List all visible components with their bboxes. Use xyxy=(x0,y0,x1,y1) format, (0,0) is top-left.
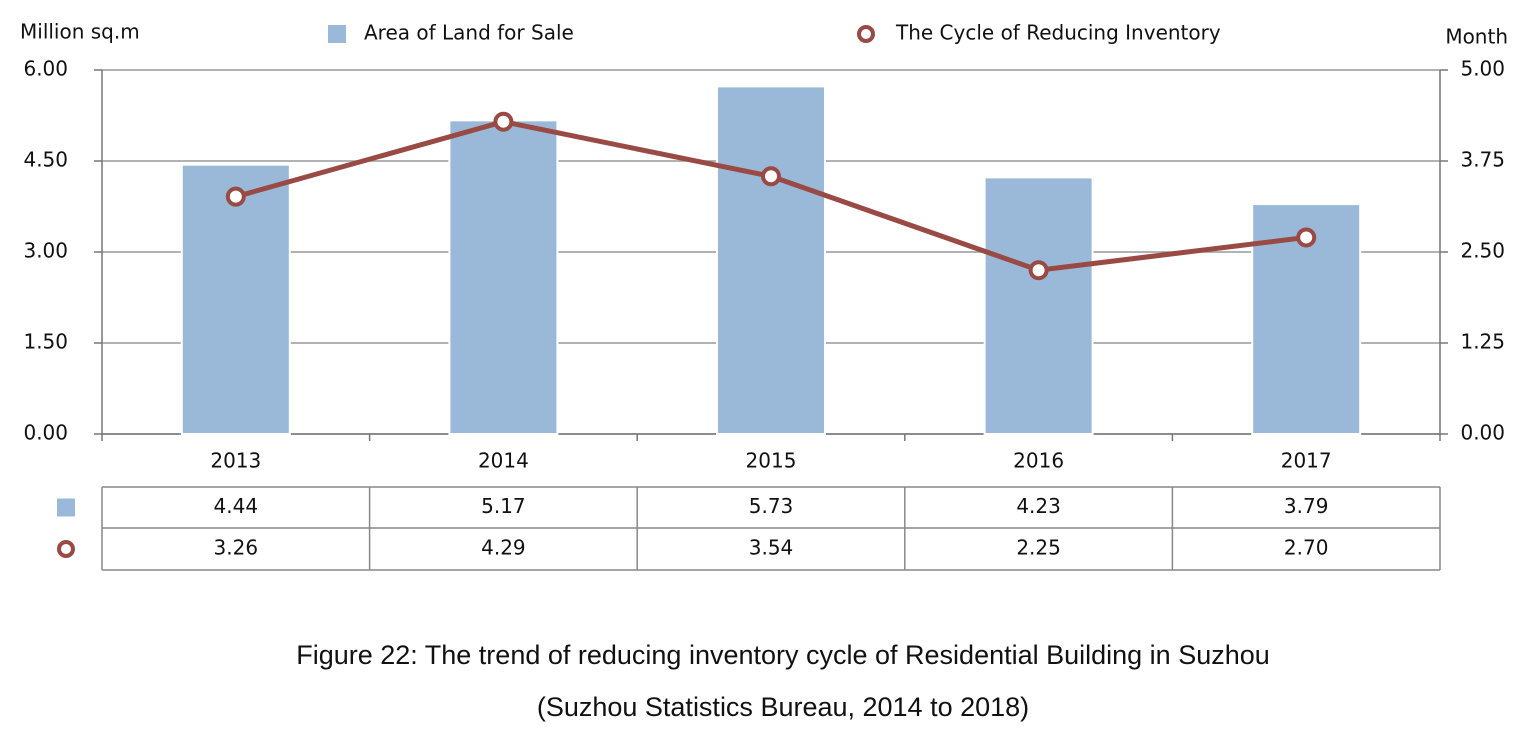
legend-label: The Cycle of Reducing Inventory xyxy=(895,21,1221,45)
y2-tick-label: 5.00 xyxy=(1460,57,1505,81)
line-marker xyxy=(1028,260,1049,281)
y2-axis-title: Month xyxy=(1445,25,1508,49)
y-tick-label: 3.00 xyxy=(23,239,68,263)
y-axis-title: Million sq.m xyxy=(20,20,140,44)
line-marker xyxy=(225,186,246,207)
line-marker xyxy=(1296,227,1317,248)
table-cell: 3.54 xyxy=(749,536,794,560)
x-tick-label: 2017 xyxy=(1281,449,1332,473)
y2-tick-label: 0.00 xyxy=(1460,421,1505,445)
legend-swatch xyxy=(328,25,346,43)
y-tick-label: 0.00 xyxy=(23,421,68,445)
bar xyxy=(716,85,826,435)
x-tick-label: 2013 xyxy=(210,449,261,473)
bar xyxy=(983,176,1094,435)
y2-tick-label: 3.75 xyxy=(1460,148,1505,172)
x-tick-label: 2015 xyxy=(746,449,797,473)
line-marker xyxy=(761,166,781,187)
table-cell: 2.25 xyxy=(1016,536,1061,560)
y2-tick-label: 2.50 xyxy=(1460,239,1505,263)
table-swatch xyxy=(57,498,75,517)
table-cell: 4.23 xyxy=(1016,494,1061,518)
caption-source: (Suzhou Statistics Bureau, 2014 to 2018) xyxy=(537,692,1029,722)
y2-tick-label: 1.25 xyxy=(1460,330,1505,354)
table-cell: 4.29 xyxy=(481,536,526,560)
table-cell: 2.70 xyxy=(1284,536,1329,560)
table-cell: 3.79 xyxy=(1284,494,1329,518)
table-swatch xyxy=(57,540,75,558)
table-cell: 5.73 xyxy=(749,494,794,518)
y-tick-label: 4.50 xyxy=(23,148,68,172)
legend-swatch xyxy=(857,25,875,43)
line-marker xyxy=(493,111,514,132)
table-cell: 4.44 xyxy=(214,494,259,518)
table-cell: 3.26 xyxy=(214,536,259,560)
x-tick-label: 2016 xyxy=(1013,449,1064,473)
bar xyxy=(448,119,559,435)
bar xyxy=(180,163,291,435)
y-tick-label: 6.00 xyxy=(23,57,68,81)
legend-label: Area of Land for Sale xyxy=(364,21,574,45)
y-tick-label: 1.50 xyxy=(23,330,68,354)
caption: Figure 22: The trend of reducing invento… xyxy=(296,640,1270,670)
x-tick-label: 2014 xyxy=(478,449,529,473)
table-cell: 5.17 xyxy=(481,494,526,518)
